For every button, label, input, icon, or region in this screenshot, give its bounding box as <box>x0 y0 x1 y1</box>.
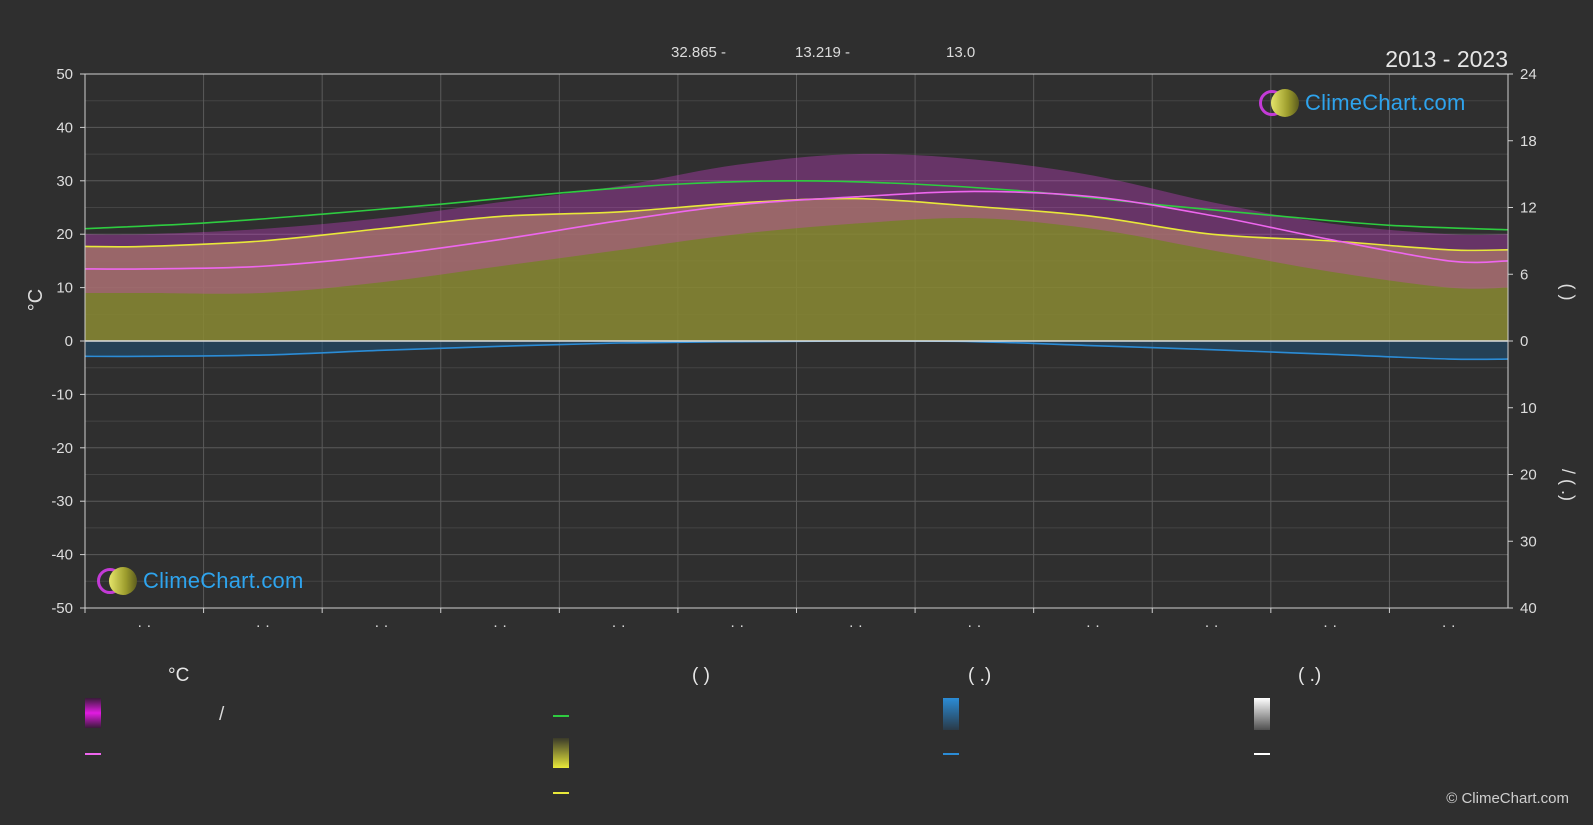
month-tick-label: · · <box>1086 617 1100 634</box>
logo-sun-icon <box>1271 89 1299 117</box>
right-bottom-axis-label: / ( .) <box>1558 469 1578 501</box>
right-bottom-tick-label: 30 <box>1520 533 1537 550</box>
right-top-axis-label: ( ) <box>1558 284 1578 301</box>
legend-line-snow <box>1254 753 1270 755</box>
left-tick-label: -30 <box>51 493 73 510</box>
temperature-range-band <box>85 153 1508 294</box>
legend-line-mean-temp <box>85 753 101 755</box>
left-tick-label: 0 <box>65 333 73 350</box>
top-stat-3: 13.0 <box>946 44 976 61</box>
legend-slash: / <box>219 704 225 725</box>
left-tick-label: -50 <box>51 600 73 617</box>
month-tick-label: · · <box>256 617 270 634</box>
month-tick-label: · · <box>1442 617 1456 634</box>
right-top-tick-label: 6 <box>1520 266 1528 283</box>
left-tick-label: -10 <box>51 386 73 403</box>
left-tick-label: 30 <box>56 173 73 190</box>
left-axis-label: °C <box>25 289 47 311</box>
axes: 50 40 30 20 10 0 -10 -20 -30 -40 -50 24 18 12 6 0 10 20 30… <box>25 66 1578 634</box>
right-top-tick-label: 12 <box>1520 200 1537 217</box>
right-bottom-tick-label: 20 <box>1520 467 1537 484</box>
legend-header-snow: ( .) <box>1298 665 1322 686</box>
month-tick-label: · · <box>374 617 388 634</box>
right-bottom-tick-label: 10 <box>1520 400 1537 417</box>
left-tick-label: -40 <box>51 547 73 564</box>
legend-header-sun: ( ) <box>692 665 710 686</box>
series-line-mean_temp <box>84 190 1509 270</box>
rain-area <box>85 340 1508 360</box>
legend-swatch-sunshine <box>553 738 569 768</box>
month-tick-label: · · <box>1204 617 1218 634</box>
logo-text: ClimeChart.com <box>1305 90 1466 115</box>
month-tick-label: · · <box>137 617 151 634</box>
left-tick-label: -20 <box>51 440 73 457</box>
year-range: 2013 - 2023 <box>1385 46 1508 72</box>
logo-top[interactable]: ClimeChart.com <box>1259 89 1466 117</box>
temperature-bands <box>85 153 1508 360</box>
month-tick-label: · · <box>849 617 863 634</box>
logo-text: ClimeChart.com <box>143 568 304 593</box>
legend-line-daylight <box>553 715 569 717</box>
month-tick-label: · · <box>1323 617 1337 634</box>
right-top-tick-label: 24 <box>1520 66 1537 83</box>
right-top-tick-label: 0 <box>1520 333 1528 350</box>
right-bottom-tick-label: 40 <box>1520 600 1537 617</box>
logo-sun-icon <box>109 567 137 595</box>
copyright: © ClimeChart.com <box>1446 790 1569 807</box>
legend-swatch-temp-range <box>85 698 101 728</box>
legend-swatch-snow <box>1254 698 1270 730</box>
legend-header-temperature: °C <box>168 665 190 686</box>
top-stat-1: 32.865 - <box>671 44 727 61</box>
month-tick-label: · · <box>967 617 981 634</box>
series-line-daylight <box>84 179 1509 231</box>
top-stat-2: 13.219 - <box>795 44 851 61</box>
month-tick-label: · · <box>612 617 626 634</box>
legend-swatch-rain <box>943 698 959 730</box>
right-top-tick-label: 18 <box>1520 133 1537 150</box>
legend-header-rain: ( .) <box>968 665 992 686</box>
logo-bottom[interactable]: ClimeChart.com <box>97 567 304 595</box>
sunshine-area <box>85 198 1508 341</box>
month-tick-label: · · <box>730 617 744 634</box>
legend-line-rain <box>943 753 959 755</box>
left-tick-label: 10 <box>56 280 73 297</box>
month-tick-label: · · <box>493 617 507 634</box>
left-tick-label: 50 <box>56 66 73 83</box>
legend-line-sunshine <box>553 792 569 794</box>
left-tick-label: 40 <box>56 119 73 136</box>
left-tick-label: 20 <box>56 226 73 243</box>
